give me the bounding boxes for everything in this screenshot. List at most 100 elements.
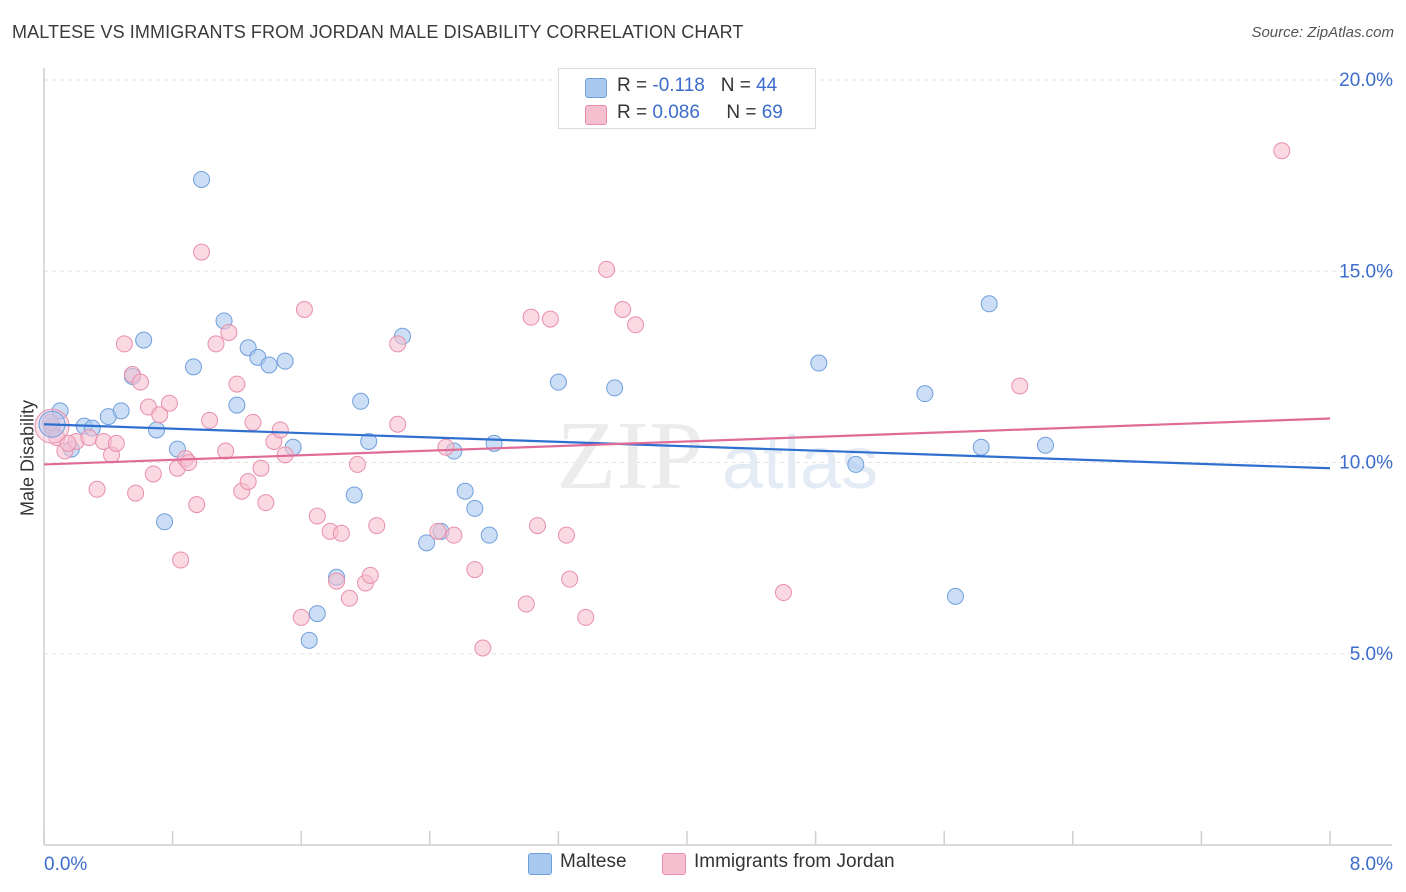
jordan-point [228,375,246,393]
maltese-point [345,486,363,504]
maltese-point [135,331,153,349]
y-tick-label: 20.0% [1339,70,1393,91]
jordan-point [522,308,540,326]
n-value-jordan: 69 [761,102,783,123]
maltese-point [456,482,474,500]
maltese-point [606,379,624,397]
jordan-point [151,406,169,424]
jordan-point [271,421,289,439]
maltese-point [148,421,166,439]
r-value-maltese: -0.118 [652,75,705,96]
jordan-point [188,496,206,514]
n-label: N = [720,75,757,96]
jordan-point [115,335,133,353]
jordan-point [107,434,125,452]
chart-title: MALTESE VS IMMIGRANTS FROM JORDAN MALE D… [12,22,744,42]
jordan-point [41,413,59,431]
maltese-point [418,534,436,552]
jordan-point [466,561,484,579]
y-tick-label: 5.0% [1350,644,1393,665]
x-tick-label-min: 0.0% [44,854,87,875]
jordan-point [127,484,145,502]
jordan-point [474,639,492,657]
maltese-point [193,170,211,188]
maltese-point [847,455,865,473]
jordan-point [627,316,645,334]
stats-text-maltese: R = -0.118 N = 44 [617,75,777,97]
maltese-point [972,438,990,456]
jordan-point [217,442,235,460]
jordan-point [1011,377,1029,395]
maltese-point [1036,436,1054,454]
jordan-point [257,494,275,512]
legend-swatch-jordan [662,853,686,875]
jordan-point [557,526,575,544]
r-label: R = [617,75,653,96]
jordan-point [389,415,407,433]
jordan-point [577,608,595,626]
y-tick-label: 15.0% [1339,261,1393,282]
maltese-point [184,358,202,376]
maltese-point [156,513,174,531]
jordan-point [244,413,262,431]
stats-box: R = -0.118 N = 44 R = 0.086 N = 69 [558,68,816,129]
jordan-swatch [585,105,607,125]
jordan-point [144,465,162,483]
jordan-point [348,455,366,473]
jordan-point [529,517,547,535]
maltese-point [112,402,130,420]
jordan-point [437,438,455,456]
jordan-trend-line [43,417,1331,466]
jordan-point [88,480,106,498]
jordan-point [541,310,559,328]
jordan-point [598,260,616,278]
grid-lines [44,79,1392,655]
jordan-point [561,570,579,588]
jordan-point [193,243,211,261]
jordan-point [1273,142,1291,160]
x-tick-label-max: 8.0% [1350,854,1393,875]
jordan-point [239,473,257,491]
maltese-point [276,352,294,370]
jordan-point [340,589,358,607]
maltese-point [466,499,484,517]
jordan-point [252,459,270,477]
data-points [34,142,1291,657]
jordan-point [160,394,178,412]
source-label: Source: ZipAtlas.com [1251,24,1394,41]
r-label: R = [617,102,653,123]
legend-label-maltese: Maltese [560,851,627,872]
jordan-point [220,323,238,341]
maltese-swatch [585,78,607,98]
maltese-point [549,373,567,391]
jordan-point [361,566,379,584]
jordan-point [201,411,219,429]
jordan-point [59,434,77,452]
jordan-point [517,595,535,613]
maltese-point [360,432,378,450]
jordan-point [180,454,198,471]
jordan-point [445,526,463,544]
maltese-point [980,295,998,313]
maltese-point [810,354,828,372]
jordan-point [614,301,632,318]
maltese-point [946,587,964,605]
maltese-point [308,605,326,623]
legend-swatch-maltese [528,853,552,875]
jordan-point [774,584,792,602]
jordan-point [295,301,313,318]
jordan-point [292,608,310,626]
maltese-point [352,392,370,410]
jordan-point [389,335,407,353]
zipatlas-watermark: ZIP atlas [557,402,879,510]
n-label: N = [726,102,762,123]
legend-label-jordan: Immigrants from Jordan [694,851,895,872]
maltese-point [260,356,278,374]
jordan-point [429,522,447,540]
y-tick-label: 10.0% [1339,453,1393,474]
tick-labels: 5.0% 10.0% 15.0% 20.0% 0.0% 8.0% [44,70,1393,875]
maltese-point [228,396,246,414]
svg-text:ZIP: ZIP [557,402,704,510]
trend-lines [43,417,1331,470]
